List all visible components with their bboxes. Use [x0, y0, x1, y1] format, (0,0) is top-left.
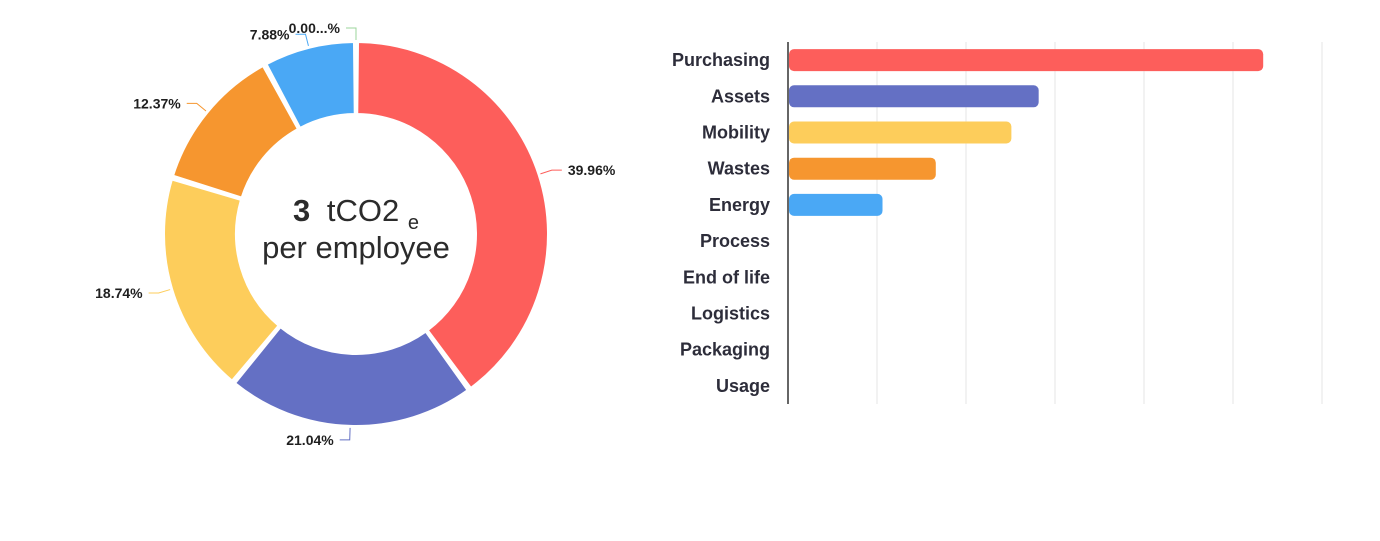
bar-label-assets: Assets — [711, 86, 770, 106]
bar-chart — [789, 49, 1264, 216]
donut-leader-line — [345, 27, 357, 41]
bar-label-purchasing: Purchasing — [672, 50, 770, 70]
donut-percent-label: 12.37% — [133, 95, 181, 111]
donut-percent-label: 7.88% — [250, 26, 290, 42]
center-unit: tCO2 — [327, 193, 399, 228]
center-value: 3 — [293, 193, 310, 228]
donut-slice-energy[interactable] — [265, 41, 356, 129]
donut-leader-line — [339, 427, 351, 441]
center-unit-subscript: e — [408, 212, 419, 234]
bar-label-logistics: Logistics — [691, 304, 770, 324]
bar-energy[interactable] — [789, 193, 883, 216]
bar-label-energy: Energy — [709, 195, 770, 215]
donut-leader-line — [540, 169, 562, 175]
donut-percent-label: 39.96% — [568, 162, 616, 178]
donut-chart — [163, 41, 549, 427]
donut-leader-line — [186, 102, 207, 112]
center-subtitle: per employee — [262, 230, 450, 265]
bar-label-end-of-life: End of life — [683, 267, 770, 287]
bar-label-usage: Usage — [716, 376, 770, 396]
donut-slice-mobility[interactable] — [163, 178, 280, 382]
donut-slice-purchasing[interactable] — [356, 41, 549, 389]
donut-leader-line — [148, 289, 171, 294]
bar-wastes[interactable] — [789, 157, 936, 180]
donut-percent-label: 21.04% — [286, 432, 334, 448]
bar-mobility[interactable] — [789, 121, 1012, 144]
bar-label-wastes: Wastes — [708, 159, 770, 179]
donut-leader-line — [295, 33, 309, 47]
donut-percent-label: 18.74% — [95, 285, 143, 301]
donut-slice-assets[interactable] — [234, 326, 469, 427]
donut-percent-label: 0.00...% — [289, 20, 341, 36]
donut-percentage-labels: 39.96% 21.04% 18.74% 12.37% 7.88% 0.00...% — [95, 20, 616, 448]
donut-slice-wastes[interactable] — [172, 65, 299, 199]
bar-label-process: Process — [700, 231, 770, 251]
bar-label-packaging: Packaging — [680, 340, 770, 360]
svg-text:3 tCO2 e: 3 tCO2 e — [293, 193, 419, 234]
bar-chart-category-labels: Purchasing Assets Mobility Wastes Energy Proc… — [672, 50, 770, 396]
bar-assets[interactable] — [789, 85, 1039, 108]
bar-label-mobility: Mobility — [702, 123, 770, 143]
bar-purchasing[interactable] — [789, 49, 1264, 72]
donut-center-text: 3 tCO2 e per employee — [262, 193, 450, 265]
